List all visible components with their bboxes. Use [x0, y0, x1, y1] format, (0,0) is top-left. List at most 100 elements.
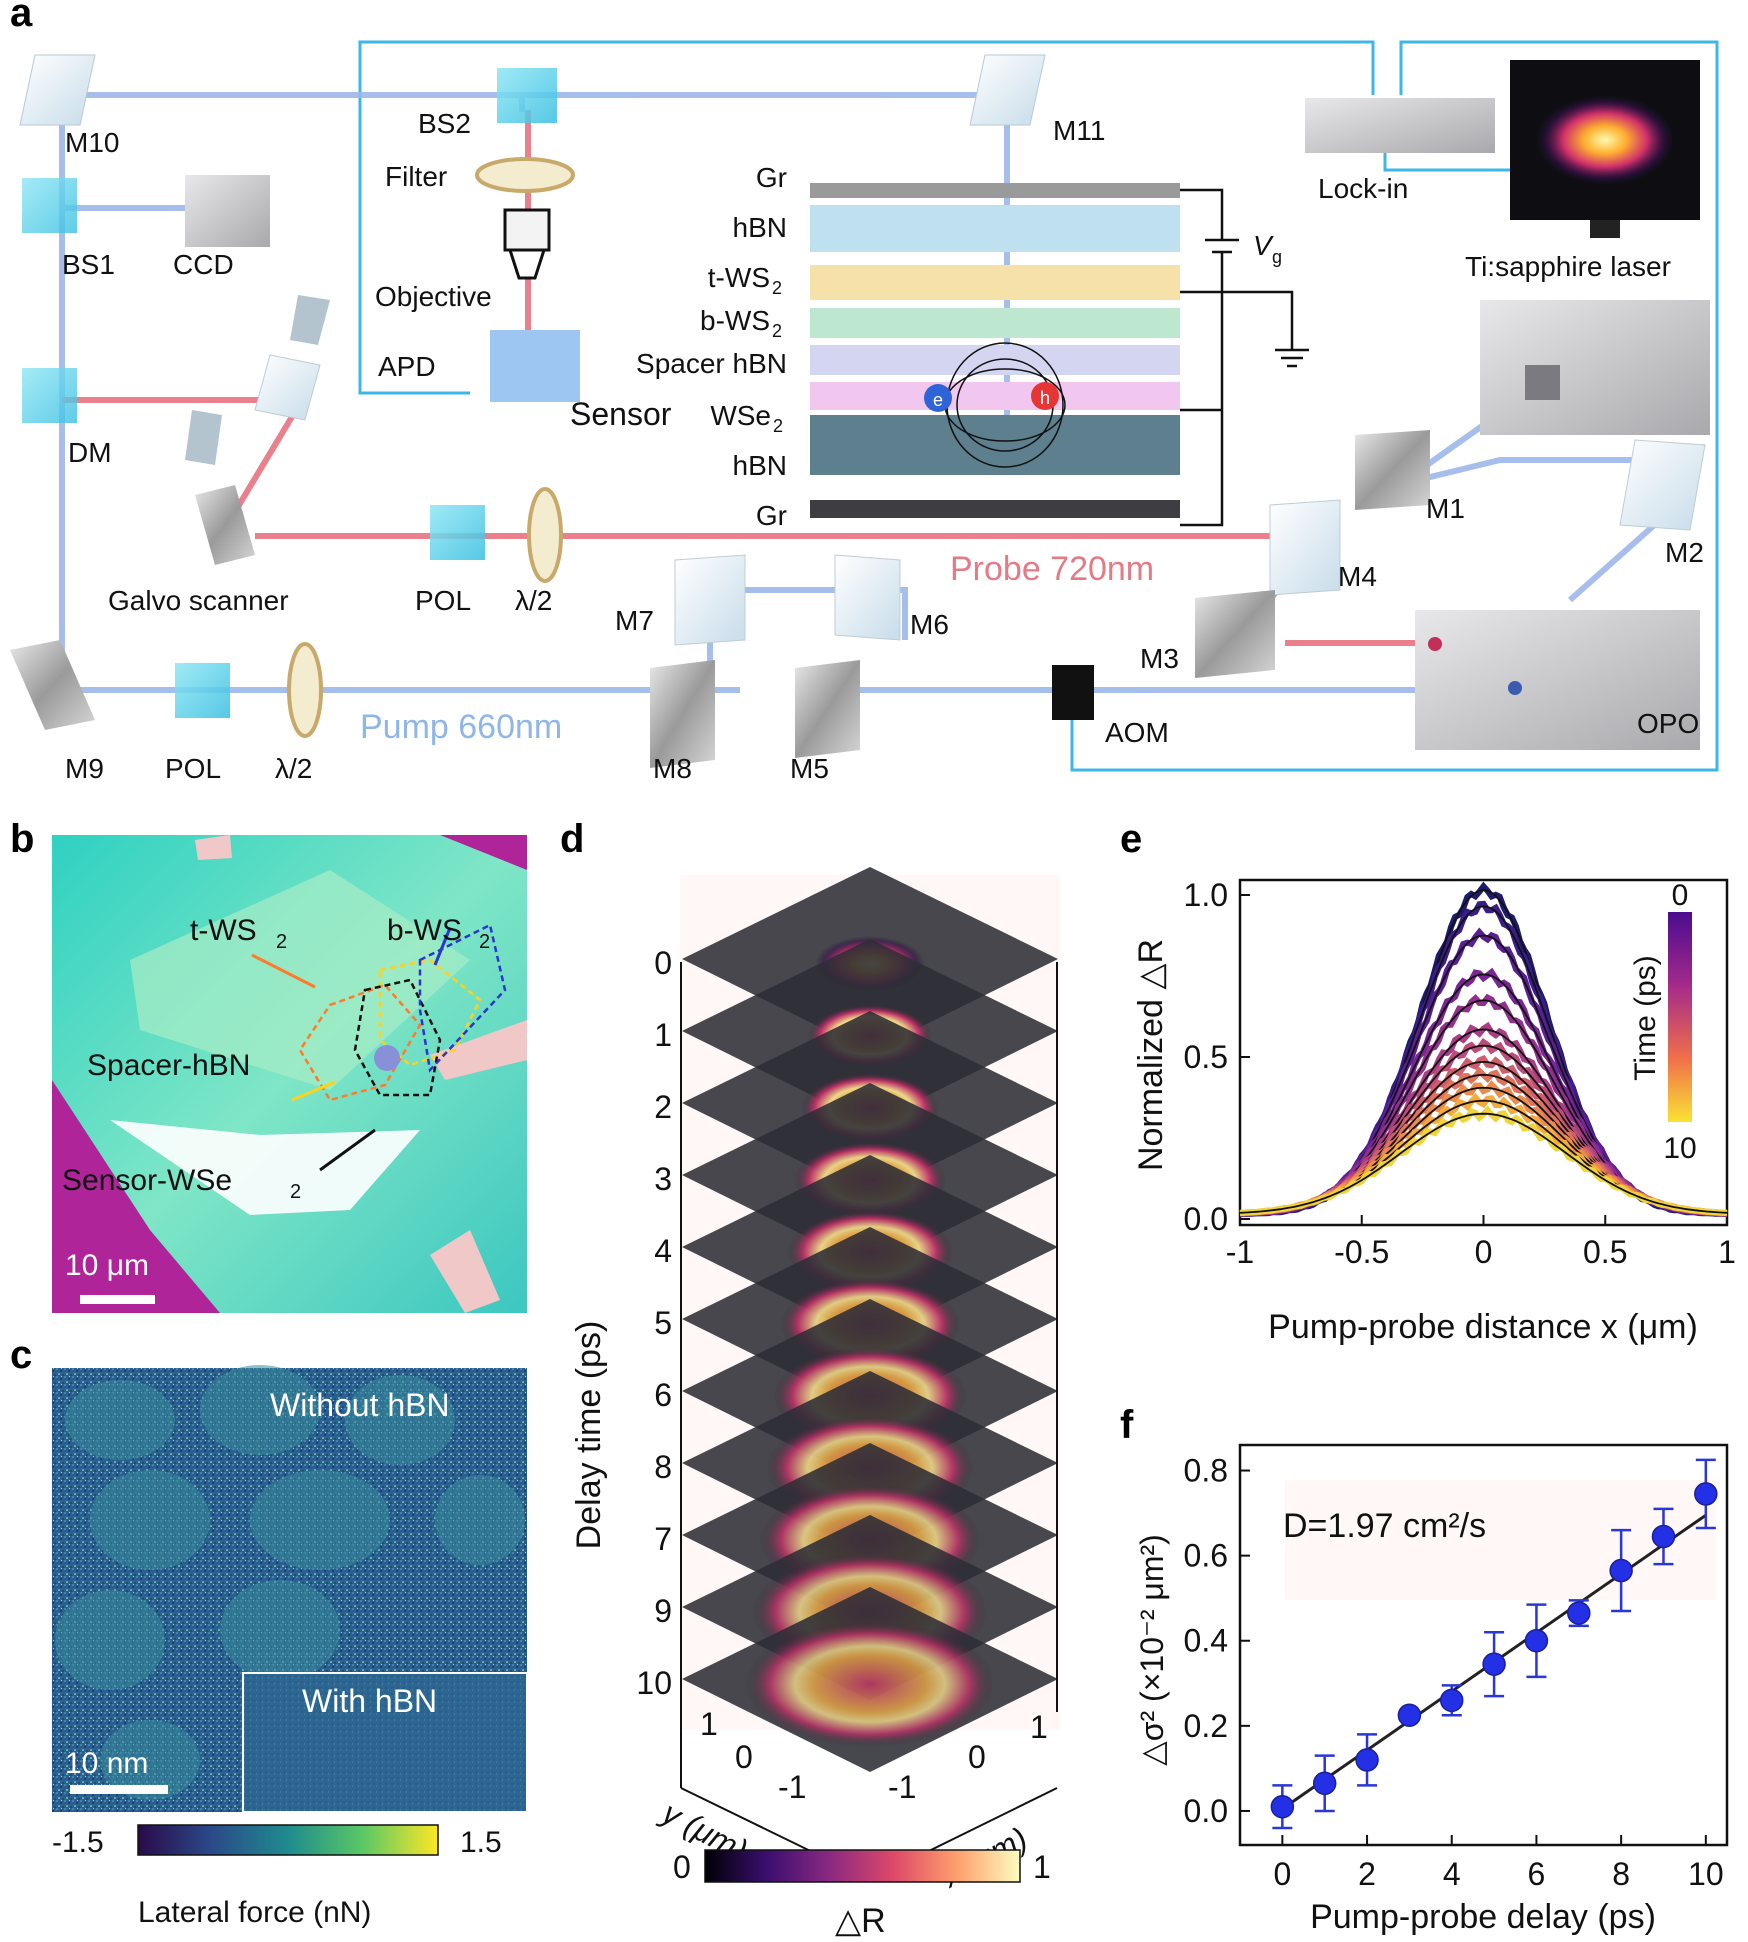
- delay-label-3: 3: [654, 1161, 672, 1197]
- filter: [475, 157, 575, 193]
- scale-bar-b: [80, 1295, 155, 1304]
- electron-label: e: [933, 390, 943, 410]
- bottom-hbn-flake: [110, 1120, 420, 1215]
- mirror-m7: [674, 554, 746, 646]
- label-m7: M7: [615, 605, 654, 636]
- gate-voltage-label: V: [1253, 230, 1274, 261]
- stack-label-gr-top: Gr: [756, 162, 787, 193]
- layer-b-ws2: [810, 308, 1180, 338]
- panel-label-c: c: [10, 1333, 32, 1377]
- stack-label-b-ws: b-WS: [700, 305, 770, 336]
- y-tick-label-f: 0.0: [1184, 1793, 1228, 1829]
- panel-d: d Delay time (ps) 0 1 2 3 4 5 6 8 7 9 10…: [560, 817, 1060, 1940]
- colorbar-c-min: -1.5: [52, 1826, 104, 1859]
- ticks-f: 0 2 4 6 8 10 0.0 0.2 0.4 0.6 0.8: [1184, 1453, 1724, 1892]
- label-ccd: CCD: [173, 249, 234, 280]
- optics: [287, 157, 575, 738]
- x-tick-label-f: 8: [1612, 1856, 1630, 1892]
- label-m9: M9: [65, 753, 104, 784]
- objective-tip: [507, 248, 547, 280]
- panel-b: b t-WS 2 b-WS 2 Spacer-hBN Sensor-WSe: [10, 817, 527, 1313]
- y-tick-label-f: 0.8: [1184, 1453, 1228, 1489]
- x-tick-label-f: 0: [1273, 1856, 1291, 1892]
- panel-a: a: [10, 0, 1719, 784]
- label-m5: M5: [790, 753, 829, 784]
- stack-label-wse: WSe: [710, 400, 771, 431]
- colorbar-c-max: 1.5: [460, 1826, 502, 1859]
- label-galvo: Galvo scanner: [108, 585, 289, 616]
- cube-pol-pump: [175, 663, 230, 718]
- label-bs1: BS1: [62, 249, 115, 280]
- lfm-domains: [55, 1365, 525, 1800]
- profile-fit-line: [1239, 1112, 1728, 1214]
- data-point: [1524, 1628, 1549, 1653]
- y-tick-1: 1: [700, 1706, 718, 1742]
- curves-e: [1239, 881, 1728, 1217]
- galvo-motor-2: [185, 410, 222, 465]
- electrode-1: [430, 1020, 527, 1080]
- layer-gr-bottom: [810, 500, 1180, 518]
- y-tick-label-f: 0.6: [1184, 1538, 1228, 1574]
- delay-label-10: 10: [636, 1665, 672, 1701]
- label-sensor-wse2-sub: 2: [290, 1181, 301, 1203]
- mirror-m9: [10, 640, 95, 730]
- stack-label-gr-bottom: Gr: [756, 500, 787, 531]
- x-tick-neg1: -1: [888, 1769, 916, 1805]
- label-dm: DM: [68, 437, 112, 468]
- annotation-diffusion: D=1.97 cm²/s: [1283, 1507, 1486, 1545]
- hole-icon: [1031, 382, 1059, 410]
- cube-dm: [22, 368, 77, 423]
- colorbar-d-max: 1: [1033, 1849, 1051, 1885]
- layer-t-ws2: [810, 265, 1180, 300]
- data-point: [1651, 1524, 1676, 1549]
- opo-output-probe: [1428, 637, 1442, 651]
- flake-outlines: [298, 923, 507, 1102]
- mirror-m5: [795, 660, 860, 758]
- label-with-hbn: With hBN: [302, 1683, 437, 1719]
- delay-label-1: 1: [654, 1017, 672, 1053]
- galvo-motor: [290, 295, 330, 345]
- panel-label-e: e: [1120, 817, 1142, 861]
- gate-circuit: [1180, 188, 1309, 527]
- label-halfwave-probe: λ/2: [515, 585, 552, 616]
- profile-fit-line: [1239, 1073, 1728, 1214]
- panel-label-d: d: [560, 817, 584, 861]
- ti-sapphire-laser-box: [1480, 300, 1710, 435]
- time-colorbar: [1668, 912, 1692, 1122]
- x-tick-label-f: 6: [1528, 1856, 1546, 1892]
- panel-f: f 0 2 4 6 8 10 0.0 0.2 0.4 0.6 0.8 D=1.97 cm²/s △σ…: [1120, 1403, 1729, 1936]
- label-b-ws2: b-WS: [387, 914, 462, 947]
- colorbar-lateral-force: [137, 1824, 439, 1856]
- panel-label-b: b: [10, 817, 34, 861]
- substrate-region: [52, 1080, 220, 1313]
- gate-voltage-sub: g: [1272, 247, 1282, 267]
- panel-d-ylabel: Delay time (ps): [570, 1321, 608, 1550]
- panel-label-a: a: [10, 0, 33, 35]
- label-aom: AOM: [1105, 717, 1169, 748]
- xlabel-e: Pump-probe distance x (μm): [1268, 1308, 1698, 1346]
- delay-label-8: 7: [654, 1521, 672, 1557]
- ticks-e: -1 -0.5 0 0.5 1 0.0 0.5 1.0: [1184, 877, 1736, 1270]
- scale-bar-label-b: 10 μm: [65, 1249, 149, 1282]
- legend-top: 0: [1672, 879, 1689, 912]
- heterostructure-stack: e h: [810, 183, 1309, 527]
- lfm-inset: [242, 1672, 528, 1813]
- mirror-m3: [1195, 590, 1275, 678]
- objective-body: [503, 208, 551, 252]
- electrode-3: [195, 835, 232, 860]
- label-apd: APD: [378, 351, 436, 382]
- mirrors: [10, 54, 1706, 768]
- marks-f: [1270, 1458, 1718, 1830]
- delay-slices: [682, 867, 1058, 1772]
- substrate-corner: [440, 835, 527, 870]
- legend-bottom: 10: [1663, 1132, 1696, 1165]
- y-tick-0: 0: [735, 1739, 753, 1775]
- y-tick-label-e: 0.5: [1184, 1039, 1228, 1075]
- layer-gr-top: [810, 183, 1180, 198]
- delay-label-5: 5: [654, 1305, 672, 1341]
- label-spacer-hbn: Spacer-hBN: [87, 1049, 250, 1082]
- y-tick-neg1: -1: [778, 1769, 806, 1805]
- stack-label-spacer: Spacer hBN: [636, 348, 787, 379]
- panel-b-labels: t-WS 2 b-WS 2 Spacer-hBN Sensor-WSe 2 10…: [62, 914, 490, 1282]
